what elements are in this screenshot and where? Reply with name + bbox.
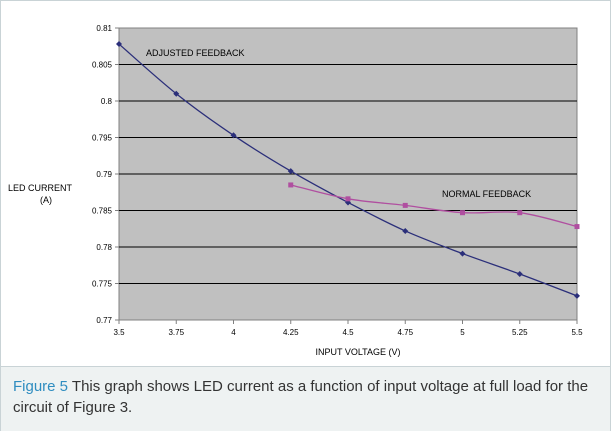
y-tick-label: 0.785	[92, 207, 113, 216]
x-axis-label: INPUT VOLTAGE (V)	[315, 347, 400, 357]
y-tick-label: 0.79	[96, 170, 112, 179]
x-tick-label: 4.75	[397, 328, 413, 337]
y-tick-label: 0.795	[92, 134, 113, 143]
data-point	[574, 224, 580, 230]
chart-area: 3.5 3.75 4 4.25 4.5 4.75 5 5.25 5.5 0.77 0.775 0.7…	[1, 1, 610, 366]
y-tick-label: 0.805	[92, 61, 113, 70]
caption-text: This graph shows LED current as a functi…	[13, 378, 589, 416]
data-point	[516, 271, 523, 278]
y-tick-label: 0.78	[96, 243, 112, 252]
caption-figure-label: Figure 5	[13, 378, 69, 395]
x-tick-label: 3.75	[168, 328, 184, 337]
data-point	[460, 210, 465, 216]
x-tick-label: 5	[460, 328, 465, 337]
figure-caption: Figure 5 This graph shows LED current as…	[13, 376, 593, 418]
series-label-normal-feedback: NORMAL FEEDBACK	[442, 189, 531, 199]
caption-box: Figure 5 This graph shows LED current as…	[1, 366, 610, 431]
x-tick-labels: 3.5 3.75 4 4.25 4.5 4.75 5 5.25 5.5	[113, 328, 583, 337]
series-layer	[116, 41, 580, 299]
x-tick-label: 4.5	[342, 328, 354, 337]
x-tick-label: 5.5	[571, 328, 583, 337]
y-tick-label: 0.77	[96, 316, 112, 325]
series-label-adjusted-feedback: ADJUSTED FEEDBACK	[146, 48, 245, 58]
data-point	[402, 227, 409, 234]
data-point	[116, 41, 122, 48]
y-tick-label: 0.8	[101, 97, 113, 106]
series-1	[288, 182, 580, 230]
data-point	[288, 182, 294, 188]
data-point	[287, 168, 294, 175]
data-point	[173, 90, 180, 97]
line-chart: 3.5 3.75 4 4.25 4.5 4.75 5 5.25 5.5 0.770.7750.7…	[8, 24, 583, 357]
data-point	[574, 292, 580, 299]
gridlines	[115, 27, 578, 324]
data-point	[459, 250, 466, 257]
data-point	[402, 202, 408, 208]
series-line	[290, 184, 578, 228]
y-tick-label: 0.81	[96, 24, 112, 33]
y-tick-label: 0.775	[92, 280, 113, 289]
series-line	[118, 43, 578, 297]
x-tick-label: 3.5	[113, 328, 125, 337]
data-point	[345, 196, 351, 202]
x-tick-label: 5.25	[512, 328, 528, 337]
x-tick-label: 4.25	[283, 328, 299, 337]
x-tick-label: 4	[231, 328, 236, 337]
data-point	[517, 210, 523, 216]
y-axis-label-line-1: LED CURRENT	[8, 183, 73, 193]
data-point	[230, 132, 237, 139]
y-tick-labels: 0.77 0.775 0.78 0.785 0.79 0.795 0.8 0.805 0.81	[92, 24, 113, 325]
y-axis-label-line-2: (A)	[40, 195, 52, 205]
